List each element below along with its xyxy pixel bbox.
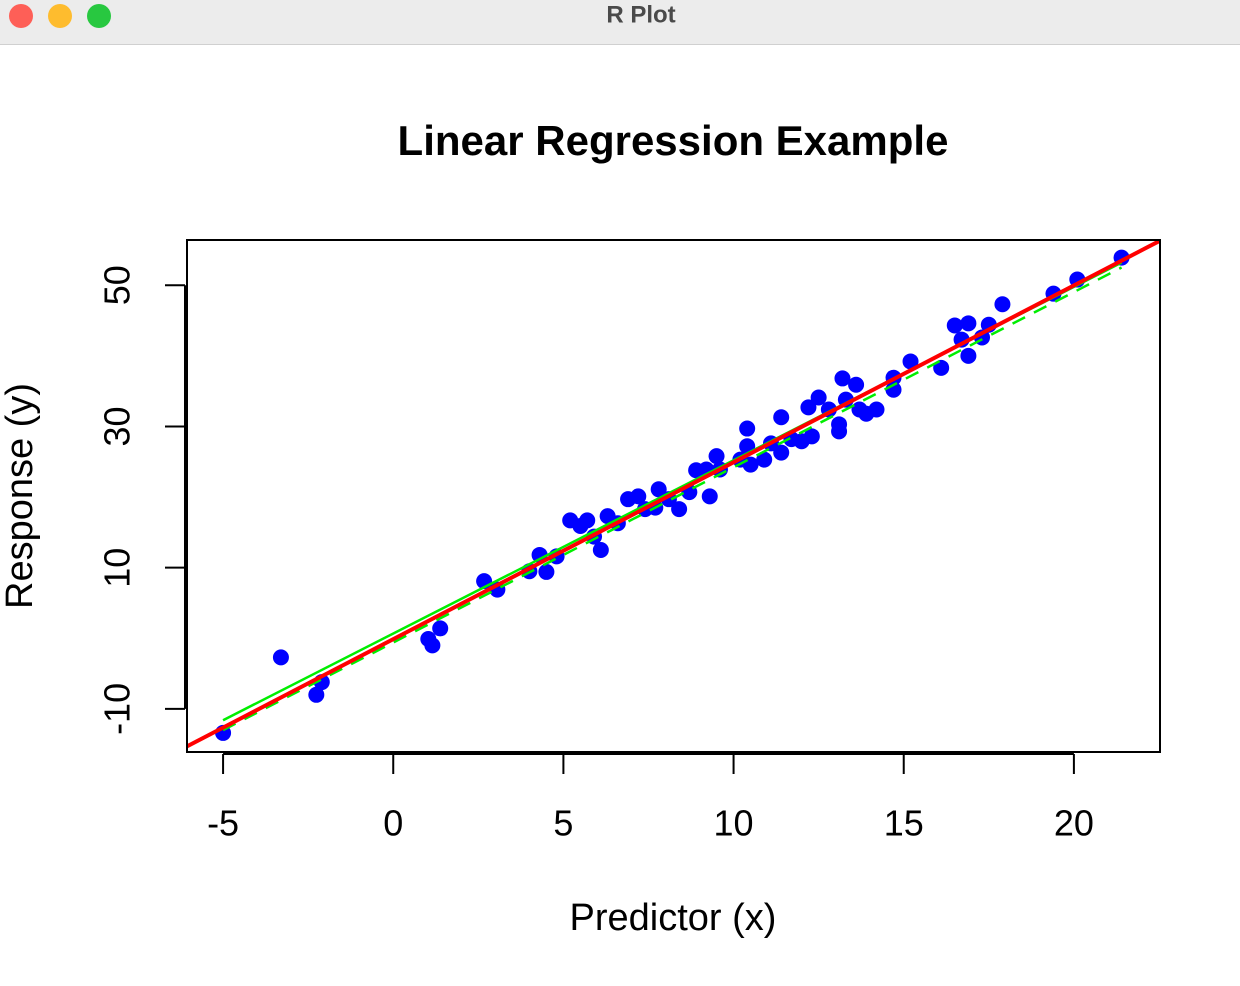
y-axis-label: Response (y) — [0, 383, 41, 609]
x-tick-label: 15 — [884, 803, 924, 844]
point — [803, 428, 820, 445]
point — [756, 451, 773, 468]
point — [308, 686, 325, 703]
point — [579, 512, 596, 529]
title-bar — [0, 0, 1240, 44]
plot-area — [187, 240, 1160, 749]
x-axis-label: Predictor (x) — [570, 897, 777, 939]
y-tick-label: 30 — [97, 406, 138, 446]
point — [538, 563, 555, 580]
point — [708, 448, 725, 465]
point — [739, 420, 756, 437]
y-tick-label: -10 — [97, 683, 138, 735]
fit-line — [187, 240, 1160, 749]
zoom-button[interactable] — [87, 4, 111, 28]
x-tick-label: 20 — [1054, 803, 1094, 844]
point — [424, 637, 441, 654]
point — [773, 444, 790, 461]
chart-title: Linear Regression Example — [398, 117, 949, 164]
minimize-button[interactable] — [48, 4, 72, 28]
point — [960, 347, 977, 364]
point — [773, 409, 790, 426]
close-button[interactable] — [9, 4, 33, 28]
point — [848, 376, 865, 393]
point — [671, 501, 688, 518]
point — [592, 542, 609, 559]
point — [994, 296, 1011, 313]
x-tick-label: 10 — [714, 803, 754, 844]
y-tick-label: 10 — [97, 548, 138, 588]
point — [742, 456, 759, 473]
point — [800, 399, 817, 416]
plot-box — [186, 239, 1161, 753]
point — [868, 401, 885, 418]
point — [701, 488, 718, 505]
point — [810, 389, 827, 406]
fit-line — [222, 266, 1123, 732]
point — [650, 481, 667, 498]
point — [946, 317, 963, 334]
x-tick-label: 5 — [553, 803, 573, 844]
point — [902, 353, 919, 370]
point — [432, 620, 449, 637]
point — [960, 315, 977, 332]
x-tick-label: 0 — [383, 803, 403, 844]
y-tick-label: 50 — [97, 265, 138, 305]
point — [834, 370, 851, 387]
window-title: R Plot — [606, 1, 675, 28]
point — [630, 488, 647, 505]
point — [272, 649, 289, 666]
point — [831, 423, 848, 440]
x-tick-label: -5 — [207, 803, 239, 844]
